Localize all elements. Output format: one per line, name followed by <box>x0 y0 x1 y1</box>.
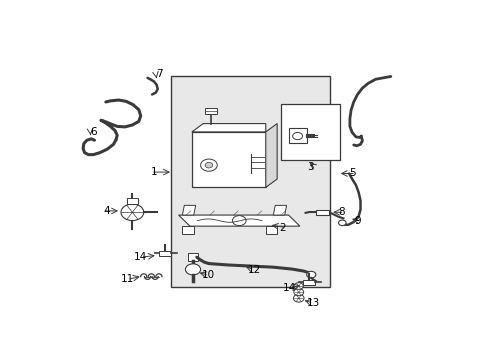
Text: 11: 11 <box>121 274 134 284</box>
Polygon shape <box>178 215 299 226</box>
Text: 2: 2 <box>279 222 285 233</box>
Text: 14: 14 <box>282 283 296 293</box>
Text: 14: 14 <box>134 252 147 262</box>
Bar <box>302 280 314 285</box>
Polygon shape <box>182 205 195 215</box>
Circle shape <box>185 264 200 275</box>
Text: 6: 6 <box>90 127 97 137</box>
Text: 4: 4 <box>103 206 110 216</box>
Circle shape <box>293 288 303 296</box>
Text: 1: 1 <box>151 167 158 177</box>
Circle shape <box>232 216 245 226</box>
Bar <box>205 108 216 114</box>
Circle shape <box>205 162 212 168</box>
Text: 8: 8 <box>337 207 344 217</box>
Bar <box>159 251 171 256</box>
Circle shape <box>200 159 217 171</box>
Text: 5: 5 <box>348 168 355 179</box>
Bar <box>280 104 339 159</box>
Text: 12: 12 <box>247 265 260 275</box>
Bar <box>188 253 197 261</box>
Circle shape <box>306 271 315 278</box>
Bar <box>191 132 265 187</box>
Polygon shape <box>265 123 277 187</box>
Text: 7: 7 <box>156 69 163 79</box>
Text: 10: 10 <box>202 270 215 280</box>
Bar <box>288 128 306 143</box>
Text: 9: 9 <box>354 216 361 226</box>
Polygon shape <box>273 205 286 215</box>
Circle shape <box>121 204 143 221</box>
Bar <box>315 210 328 215</box>
Circle shape <box>293 294 304 302</box>
Circle shape <box>294 283 303 289</box>
Bar <box>126 198 138 204</box>
Polygon shape <box>181 226 193 234</box>
Circle shape <box>292 132 302 140</box>
Text: 13: 13 <box>306 298 319 308</box>
Polygon shape <box>265 226 277 234</box>
Circle shape <box>338 220 346 226</box>
Bar <box>171 76 329 287</box>
Text: 3: 3 <box>307 162 313 172</box>
Polygon shape <box>191 123 265 132</box>
